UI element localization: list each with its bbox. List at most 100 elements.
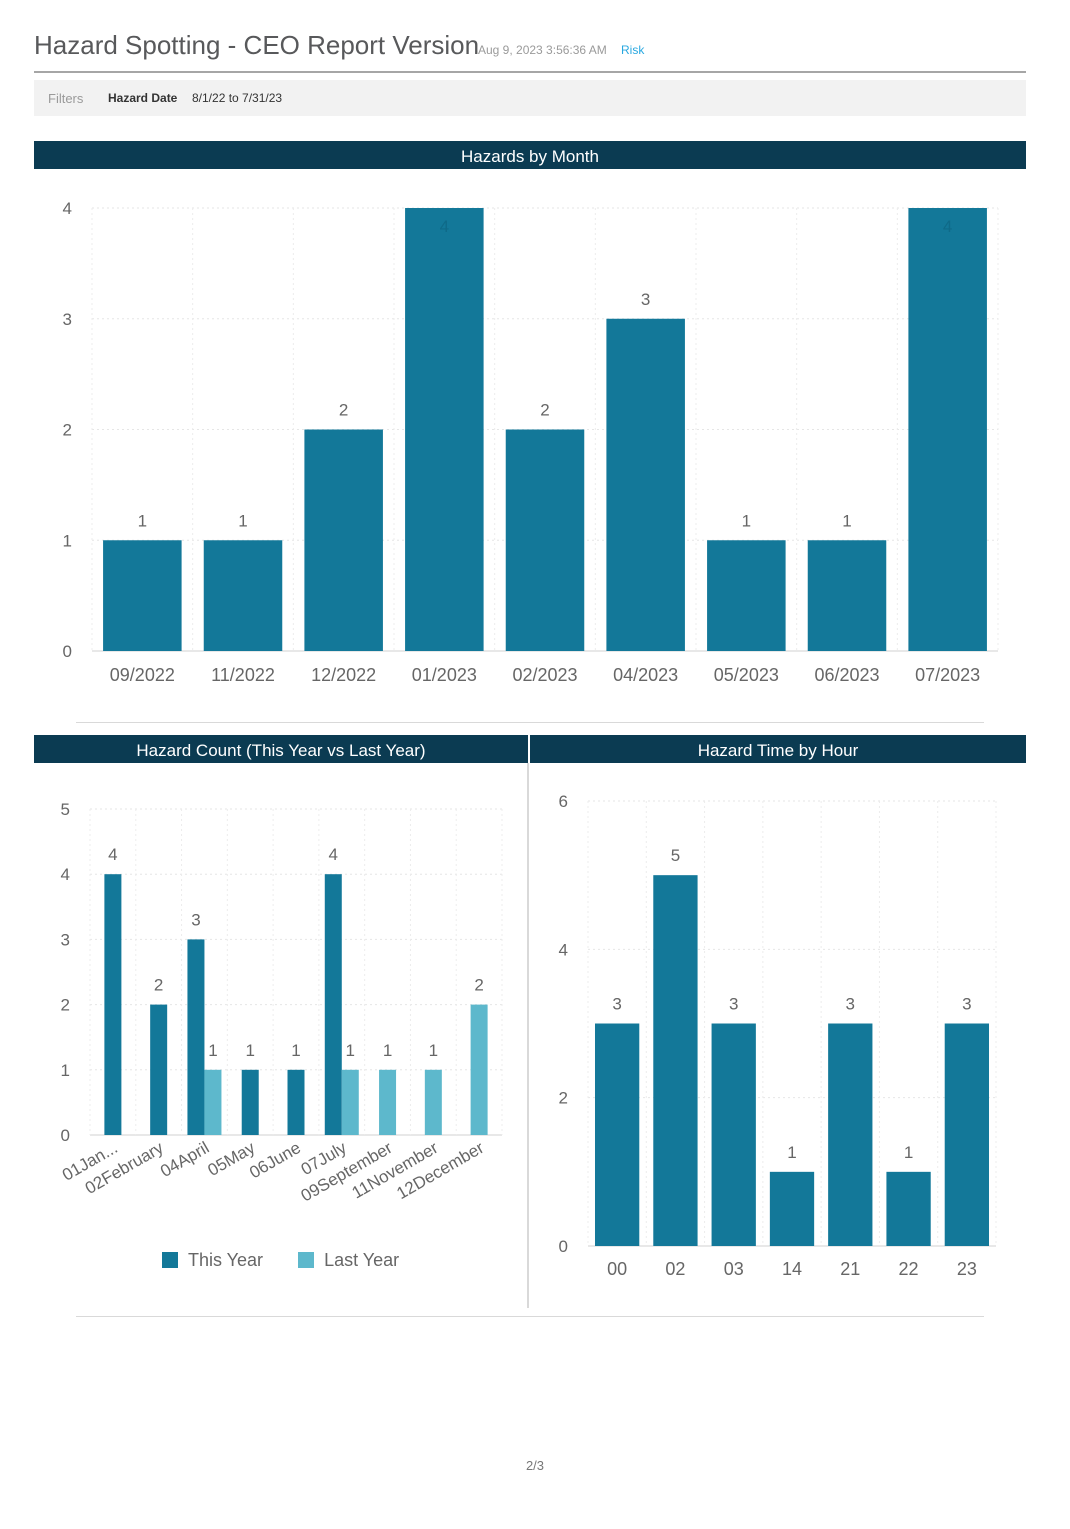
- x-tick-label: 06June: [246, 1138, 304, 1182]
- bar-this-year: [104, 874, 122, 1135]
- risk-link[interactable]: Risk: [621, 43, 645, 57]
- bar-last-year: [204, 1069, 222, 1135]
- bar-last-year: [379, 1069, 397, 1135]
- data-label: 1: [842, 511, 851, 530]
- data-label: 2: [339, 401, 348, 420]
- bar: [769, 1171, 815, 1246]
- x-tick-label: 12/2022: [311, 665, 376, 685]
- data-label: 1: [787, 1143, 796, 1162]
- x-tick-label: 03: [724, 1259, 744, 1279]
- data-label: 4: [329, 845, 338, 864]
- x-tick-label: 14: [782, 1259, 802, 1279]
- legend-label-this-year: This Year: [188, 1250, 264, 1270]
- data-label: 4: [440, 217, 449, 236]
- data-label: 3: [612, 995, 621, 1014]
- bar: [505, 429, 585, 651]
- data-label: 3: [729, 995, 738, 1014]
- report-timestamp: Aug 9, 2023 3:56:36 AM: [478, 43, 607, 57]
- legend-swatch-last-year: [298, 1252, 315, 1268]
- x-tick-label: 02: [665, 1259, 685, 1279]
- x-tick-label: 04April: [157, 1138, 212, 1181]
- x-tick-label: 05/2023: [714, 665, 779, 685]
- filters-label: Filters: [48, 91, 84, 106]
- monthly-chart: 0 1 2 3 4 1 09/2022 1 11/2022 2 12/2022 4 01/2023 2 02…: [63, 199, 999, 685]
- data-label: 1: [742, 511, 751, 530]
- bar-this-year: [150, 1004, 168, 1135]
- y-tick-label: 5: [61, 800, 70, 819]
- yoy-legend: This Year Last Year: [162, 1250, 429, 1271]
- data-label: 1: [245, 1041, 254, 1060]
- yoy-chart-title: Hazard Count (This Year vs Last Year): [34, 735, 528, 763]
- data-label: 1: [429, 1041, 438, 1060]
- bar-last-year: [470, 1004, 488, 1135]
- x-tick-label: 09/2022: [110, 665, 175, 685]
- data-label: 4: [943, 217, 952, 236]
- legend-last-year[interactable]: Last Year: [298, 1250, 399, 1271]
- bottom-divider: [76, 1316, 984, 1317]
- y-tick-label: 2: [559, 1089, 568, 1108]
- bar: [405, 208, 484, 651]
- data-label: 2: [154, 976, 163, 995]
- bar-this-year: [287, 1069, 305, 1135]
- y-tick-label: 2: [61, 996, 70, 1015]
- x-tick-label: 00: [607, 1259, 627, 1279]
- monthly-chart-title: Hazards by Month: [34, 141, 1026, 169]
- data-label: 1: [383, 1041, 392, 1060]
- bar: [653, 875, 698, 1246]
- bar: [828, 1023, 873, 1246]
- bar-last-year: [424, 1069, 442, 1135]
- filters-bar: Filters Hazard Date 8/1/22 to 7/31/23: [34, 80, 1026, 116]
- bar-this-year: [324, 874, 342, 1135]
- data-label: 1: [346, 1041, 355, 1060]
- x-tick-label: 01/2023: [412, 665, 477, 685]
- y-tick-label: 4: [61, 865, 70, 884]
- x-tick-label: 22: [899, 1259, 919, 1279]
- bar: [707, 540, 786, 651]
- x-tick-label: 21: [840, 1259, 860, 1279]
- data-label: 1: [904, 1143, 913, 1162]
- x-tick-label: 02/2023: [512, 665, 577, 685]
- legend-this-year[interactable]: This Year: [162, 1250, 263, 1271]
- bar-this-year: [241, 1069, 259, 1135]
- x-tick-label: 11/2022: [211, 665, 275, 685]
- data-label: 3: [191, 910, 200, 929]
- y-tick-label: 3: [61, 930, 70, 949]
- data-label: 2: [540, 401, 549, 420]
- y-tick-label: 0: [559, 1237, 568, 1256]
- bar: [886, 1171, 931, 1246]
- y-tick-label: 0: [61, 1126, 70, 1145]
- bar: [944, 1023, 990, 1246]
- y-tick-label: 2: [63, 421, 72, 440]
- yoy-chart: 012345401Jan...202February3104April105Ma…: [59, 800, 503, 1206]
- bar: [606, 318, 685, 651]
- report-title: Hazard Spotting - CEO Report Version: [34, 30, 480, 60]
- legend-swatch-this-year: [162, 1252, 178, 1268]
- data-label: 3: [641, 290, 650, 309]
- data-label: 1: [238, 511, 247, 530]
- legend-label-last-year: Last Year: [324, 1250, 400, 1270]
- bar: [908, 208, 987, 651]
- bar: [304, 429, 383, 651]
- y-tick-label: 1: [61, 1061, 70, 1080]
- data-label: 1: [208, 1041, 217, 1060]
- y-tick-label: 0: [63, 642, 72, 661]
- data-label: 5: [671, 846, 680, 865]
- y-tick-label: 1: [63, 531, 72, 550]
- filter-value[interactable]: 8/1/22 to 7/31/23: [192, 91, 283, 105]
- data-label: 3: [962, 995, 971, 1014]
- bar: [203, 540, 283, 651]
- page-number: 2/3: [525, 1458, 545, 1473]
- bar-this-year: [187, 939, 205, 1135]
- bar: [594, 1023, 640, 1246]
- bar: [711, 1023, 756, 1246]
- bar-last-year: [341, 1069, 359, 1135]
- x-tick-label: 07/2023: [915, 665, 980, 685]
- y-tick-label: 6: [559, 792, 568, 811]
- filter-name[interactable]: Hazard Date: [108, 91, 178, 105]
- data-label: 3: [846, 995, 855, 1014]
- x-tick-label: 04/2023: [613, 665, 678, 685]
- panel-vertical-divider: [527, 763, 529, 1308]
- x-tick-label: 06/2023: [814, 665, 879, 685]
- data-label: 2: [474, 976, 483, 995]
- y-tick-label: 4: [559, 940, 568, 959]
